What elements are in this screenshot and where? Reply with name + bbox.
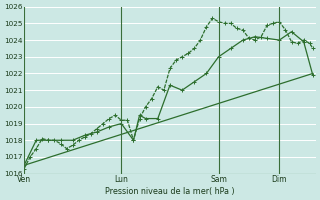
- X-axis label: Pression niveau de la mer( hPa ): Pression niveau de la mer( hPa ): [105, 187, 235, 196]
